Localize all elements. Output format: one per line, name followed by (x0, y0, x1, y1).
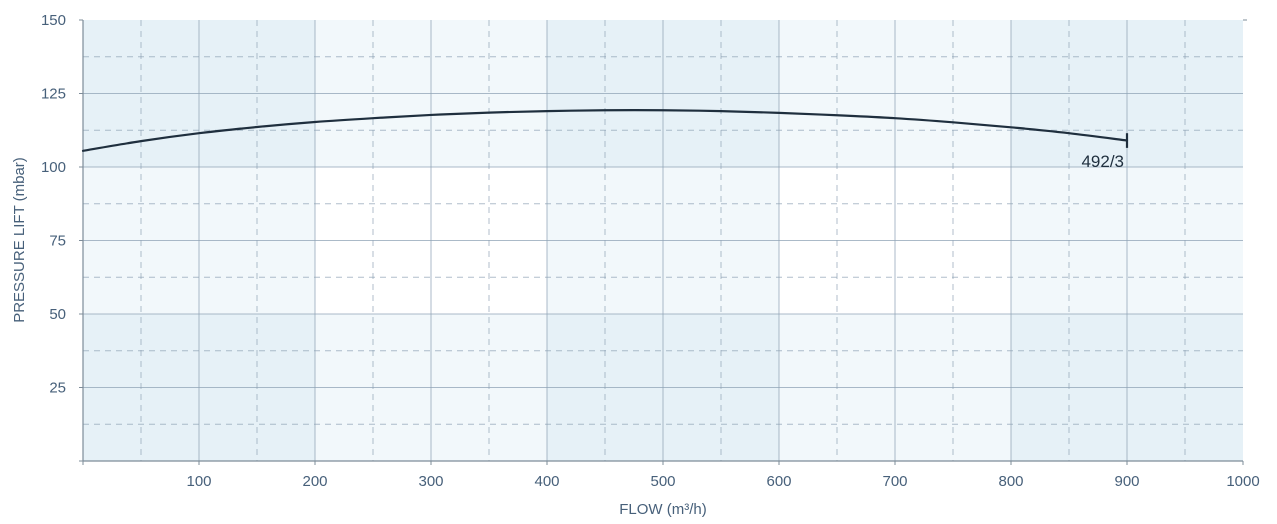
y-tick-label-150: 150 (41, 12, 66, 29)
x-tick-label-400: 400 (534, 473, 559, 490)
x-tick-label-800: 800 (998, 473, 1023, 490)
x-tick-label-700: 700 (882, 473, 907, 490)
x-axis-title: FLOW (m³/h) (619, 501, 707, 518)
x-tick-label-200: 200 (302, 473, 327, 490)
y-tick-label-25: 25 (49, 380, 66, 397)
axes (79, 19, 1247, 465)
series-line-0 (81, 109, 1129, 152)
x-tick-label-600: 600 (766, 473, 791, 490)
series-label-0: 492/3 (1081, 152, 1124, 171)
x-tick-label-1000: 1000 (1226, 473, 1259, 490)
grid-lines (83, 20, 1243, 461)
x-tick-label-100: 100 (186, 473, 211, 490)
x-tick-label-300: 300 (418, 473, 443, 490)
series-layer: 492/3 (81, 109, 1129, 171)
x-tick-label-900: 900 (1114, 473, 1139, 490)
y-tick-label-75: 75 (49, 233, 66, 250)
tick-labels: 100 200 300 400 500 600 700 800 900 1000 25 50 75 100… (41, 12, 1260, 490)
y-tick-label-125: 125 (41, 86, 66, 103)
y-tick-label-100: 100 (41, 159, 66, 176)
y-axis-title: PRESSURE LIFT (mbar) (11, 157, 28, 323)
y-tick-label-50: 50 (49, 306, 66, 323)
x-tick-label-500: 500 (650, 473, 675, 490)
